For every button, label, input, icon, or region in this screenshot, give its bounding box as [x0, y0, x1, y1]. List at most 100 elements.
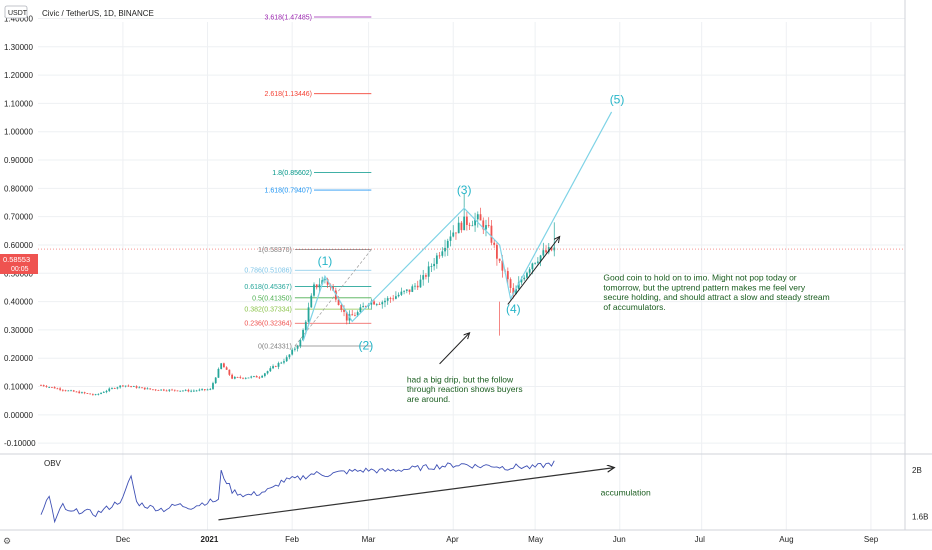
candle-body	[201, 389, 203, 390]
candle-body	[53, 387, 56, 389]
candle-body	[160, 389, 163, 391]
candle-body	[523, 277, 526, 280]
candle-body	[91, 394, 94, 396]
candle-body	[506, 271, 509, 280]
candle-body	[362, 306, 365, 308]
candle-body	[212, 383, 214, 389]
time-axis[interactable]: Dec2021FebMarAprMayJunJulAugSepOct	[116, 535, 932, 544]
fib-extension-label: 3.618(1.47485)	[265, 15, 312, 22]
candle-body	[138, 387, 141, 389]
candle-body	[438, 255, 441, 257]
candle-body	[141, 387, 143, 389]
candle-body	[127, 385, 130, 387]
elliott-wave-tool[interactable]: (1) (2) (3) (4) (5)	[302, 92, 624, 365]
candle-body	[389, 298, 392, 299]
time-tick-label: Dec	[116, 535, 130, 544]
currency-button[interactable]: USDT	[4, 5, 28, 19]
fib-trend-line	[294, 249, 372, 347]
candle-body	[146, 388, 149, 390]
candle-body	[59, 388, 62, 390]
candle-body	[64, 390, 67, 392]
fib-extension-label: 1.8(0.85602)	[272, 170, 312, 177]
fib-level-label: 0.5(0.41350)	[252, 295, 292, 302]
candle-body	[547, 247, 550, 253]
candle-body	[345, 311, 348, 321]
candle-body	[430, 266, 433, 267]
price-tick-label: 1.30000	[4, 43, 33, 52]
time-tick-label: Apr	[446, 535, 459, 544]
settings-icon[interactable]: ⚙	[3, 537, 11, 547]
price-tick-label: -0.10000	[4, 439, 36, 448]
candle-body	[356, 312, 359, 316]
fib-level-label: 0(0.24331)	[258, 343, 292, 350]
candle-body	[132, 386, 135, 387]
candle-body	[326, 279, 329, 285]
price-tick-label: 0.90000	[4, 156, 33, 165]
candle-body	[108, 388, 111, 391]
candle-body	[378, 304, 381, 305]
price-tick-label: 0.80000	[4, 184, 33, 193]
candle-body	[94, 394, 97, 396]
candle-body	[307, 307, 310, 322]
candle-body	[288, 354, 291, 358]
price-tick-label: 0.20000	[4, 354, 33, 363]
fib-level-label: 0.382(0.37334)	[244, 307, 291, 314]
candle-body	[233, 377, 236, 379]
candle-body	[416, 285, 419, 288]
time-tick-label: Mar	[362, 535, 376, 544]
candle-body	[157, 390, 160, 391]
candle-body	[395, 296, 397, 299]
candle-body	[48, 386, 51, 388]
price-tick-label: 0.10000	[4, 383, 33, 392]
candle-body	[274, 366, 277, 367]
candle-body	[149, 388, 152, 390]
annotation-text: are around.	[407, 394, 450, 404]
time-tick-label: Jun	[613, 535, 626, 544]
text-annotations[interactable]: Good coin to hold on to imo. Might not p…	[407, 272, 830, 404]
candle-body	[411, 286, 414, 292]
candle-body	[386, 298, 389, 301]
candle-body	[285, 357, 288, 362]
candle-body	[89, 393, 92, 395]
obv-pane[interactable]: 2B 1.6B accumulation	[40, 460, 928, 524]
candle-body	[119, 385, 122, 388]
candle-body	[351, 314, 354, 316]
candle-body	[490, 225, 493, 243]
candle-body	[422, 275, 425, 280]
fibonacci-tool[interactable]: 1(0.58370) 0.786(0.51086) 0.618(0.45367) 0.…	[244, 15, 372, 351]
obv-line	[40, 460, 555, 524]
candle-body	[81, 392, 83, 394]
candle-body	[258, 377, 261, 379]
price-tick-label: 0.00000	[4, 411, 33, 420]
candle-body	[444, 247, 446, 252]
candle-body	[520, 279, 523, 283]
price-tick-label: 0.60000	[4, 241, 33, 250]
candle-body	[102, 392, 105, 393]
candle-body	[280, 362, 283, 364]
candle-body	[247, 377, 250, 379]
candle-body	[460, 222, 463, 231]
candle-body	[471, 225, 474, 227]
candle-body	[498, 258, 501, 261]
candle-body	[269, 368, 272, 372]
candle-body	[313, 284, 315, 296]
candle-body	[509, 279, 512, 288]
candle-body	[550, 247, 553, 251]
candle-body	[403, 290, 405, 292]
candle-body	[165, 390, 168, 392]
candle-body	[97, 393, 100, 395]
candle-body	[83, 392, 86, 394]
price-axis[interactable]: 1.40000 1.30000 1.20000 1.10000 1.00000 0.900…	[4, 14, 36, 448]
candle-body	[474, 219, 476, 226]
candle-body	[457, 222, 460, 234]
candle-body	[419, 279, 422, 288]
time-tick-label: Sep	[864, 535, 879, 544]
candle-body	[228, 369, 231, 375]
candle-body	[184, 389, 187, 391]
annotation-text: secure holding, and should attract a slo…	[603, 292, 829, 302]
candle-body	[209, 388, 212, 390]
candle-body	[449, 236, 452, 241]
candle-body	[130, 386, 132, 387]
